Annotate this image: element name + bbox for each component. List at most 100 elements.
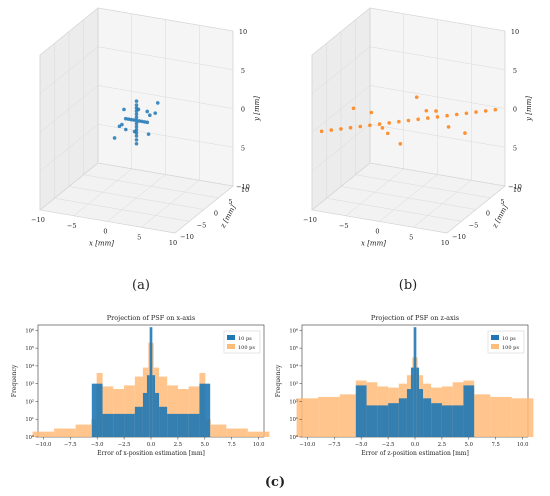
z-axis-label: z [mm] [490,204,509,231]
x-axis-label: Error of x-position estimation [mm] [97,450,205,457]
floor-grid-line [97,162,234,187]
histogram-bar-100-ps [188,386,200,437]
z-tick-label: −5 [469,221,479,229]
histogram-bar-10-ps [452,405,464,437]
histogram-bar-10-ps [431,403,442,437]
histogram-bar-10-ps [416,367,420,437]
legend-label: 100 ps [238,345,255,351]
panel-c-x-histogram: −10.0 −7.5 −5.0 −2.5 0.0 2.5 5.0 7.5 10.0 10⁰ 10¹ 1… [11,314,270,457]
psf-point [145,109,150,114]
psf-point [134,138,139,142]
y-tick-label: 0 [513,106,517,114]
z-tick-label: 5 [228,198,232,206]
y-tick-label: 10¹ [289,417,298,423]
histogram-bar-10-ps [124,413,135,437]
x-tick-label: −5 [339,222,349,230]
psf-point [377,122,382,126]
x-tick-label: 5 [137,233,141,241]
x-axis-label: x [mm] [361,240,386,248]
histogram-bar-10-ps [441,405,453,437]
psf-point [414,95,419,100]
histogram-bar-10-ps [152,375,156,437]
psf-point [463,131,467,135]
psf-point [348,125,353,130]
x-tick-label: 10.0 [253,442,265,448]
histogram-bar-100-ps [296,398,319,437]
plot-title: Projection of PSF on z-axis [371,314,459,322]
z-tick-label: 10 [241,186,249,194]
caption-a: (a) [132,278,150,293]
psf-point [387,121,392,125]
psf-point [369,110,374,115]
y-tick-label: 10³ [289,382,298,388]
histogram-bar-10-ps [113,413,125,437]
psf-point [136,107,141,112]
x-tick-label: 0.0 [147,442,155,448]
psf-point [329,128,334,132]
histogram-bar-10-ps [388,403,399,437]
psf-point [134,121,139,126]
y-tick-label: 10 [511,28,519,36]
y-tick-label: −10 [236,183,250,191]
floor-grid-line [141,180,200,228]
back-grid-line [97,85,234,109]
y-axis-label: y [mm] [525,96,533,122]
legend-swatch [491,335,499,340]
psf-point [153,111,158,115]
psf-point [339,127,343,131]
x-tick-label: −5.0 [355,442,368,448]
x-tick-label: 10.0 [517,442,529,448]
floor-grid-line [340,186,477,210]
histogram-bar-100-ps [490,396,512,437]
x-axis-label: Error of z-position estimation [mm] [361,450,469,457]
psf-point [397,119,401,124]
psf-point [464,111,469,116]
histogram-bar-10-ps [413,327,417,437]
y-tick-label: 10⁶ [289,328,298,334]
x-tick-label: 5.0 [201,442,209,448]
psf-point [123,127,128,132]
x-tick-label: −7.5 [64,442,77,448]
psf-point [146,132,151,136]
floor-grid-line [174,185,234,234]
y-tick-label: 10⁵ [25,346,34,352]
histogram-bar-10-ps [398,398,407,437]
floor-grid-line [68,186,205,210]
histogram-bar-10-ps [167,413,178,437]
psf-point [145,120,150,125]
psf-point [134,103,139,107]
histogram-bar-10-ps [377,405,389,437]
y-axis-label: Frequency [11,364,18,397]
side-grid-line [311,46,371,94]
x-tick-label: −5 [67,222,77,230]
floor-grid-line [446,185,506,234]
legend-label: 10 ps [502,336,516,342]
x-tick-label: −10 [31,216,45,224]
histogram-bar-100-ps [113,389,125,437]
histogram-bar-100-ps [124,385,135,437]
psf-point [493,107,498,112]
psf-point [134,99,139,103]
psf-point [434,109,438,113]
caption-b: (b) [399,278,417,293]
legend-label: 10 ps [238,336,252,342]
x-tick-label: 5.0 [465,442,473,448]
z-tick-label: −10 [180,233,194,241]
psf-point [137,119,141,123]
histogram-bar-10-ps [355,385,367,437]
y-tick-label: −10 [508,183,522,191]
y-tick-label: 10⁰ [25,435,34,441]
psf-point [385,131,390,136]
histogram-bar-10-ps [423,398,432,437]
y-tick-label: 5 [513,67,517,75]
y-tick-label: 10³ [25,382,34,388]
psf-point [155,101,160,105]
y-axis-label: Frequency [275,364,282,397]
legend-label: 100 ps [502,345,519,351]
y-tick-label: 10² [25,399,34,405]
psf-point [398,141,403,146]
y-tick-label: 10 [239,28,247,36]
psf-point [134,115,139,120]
